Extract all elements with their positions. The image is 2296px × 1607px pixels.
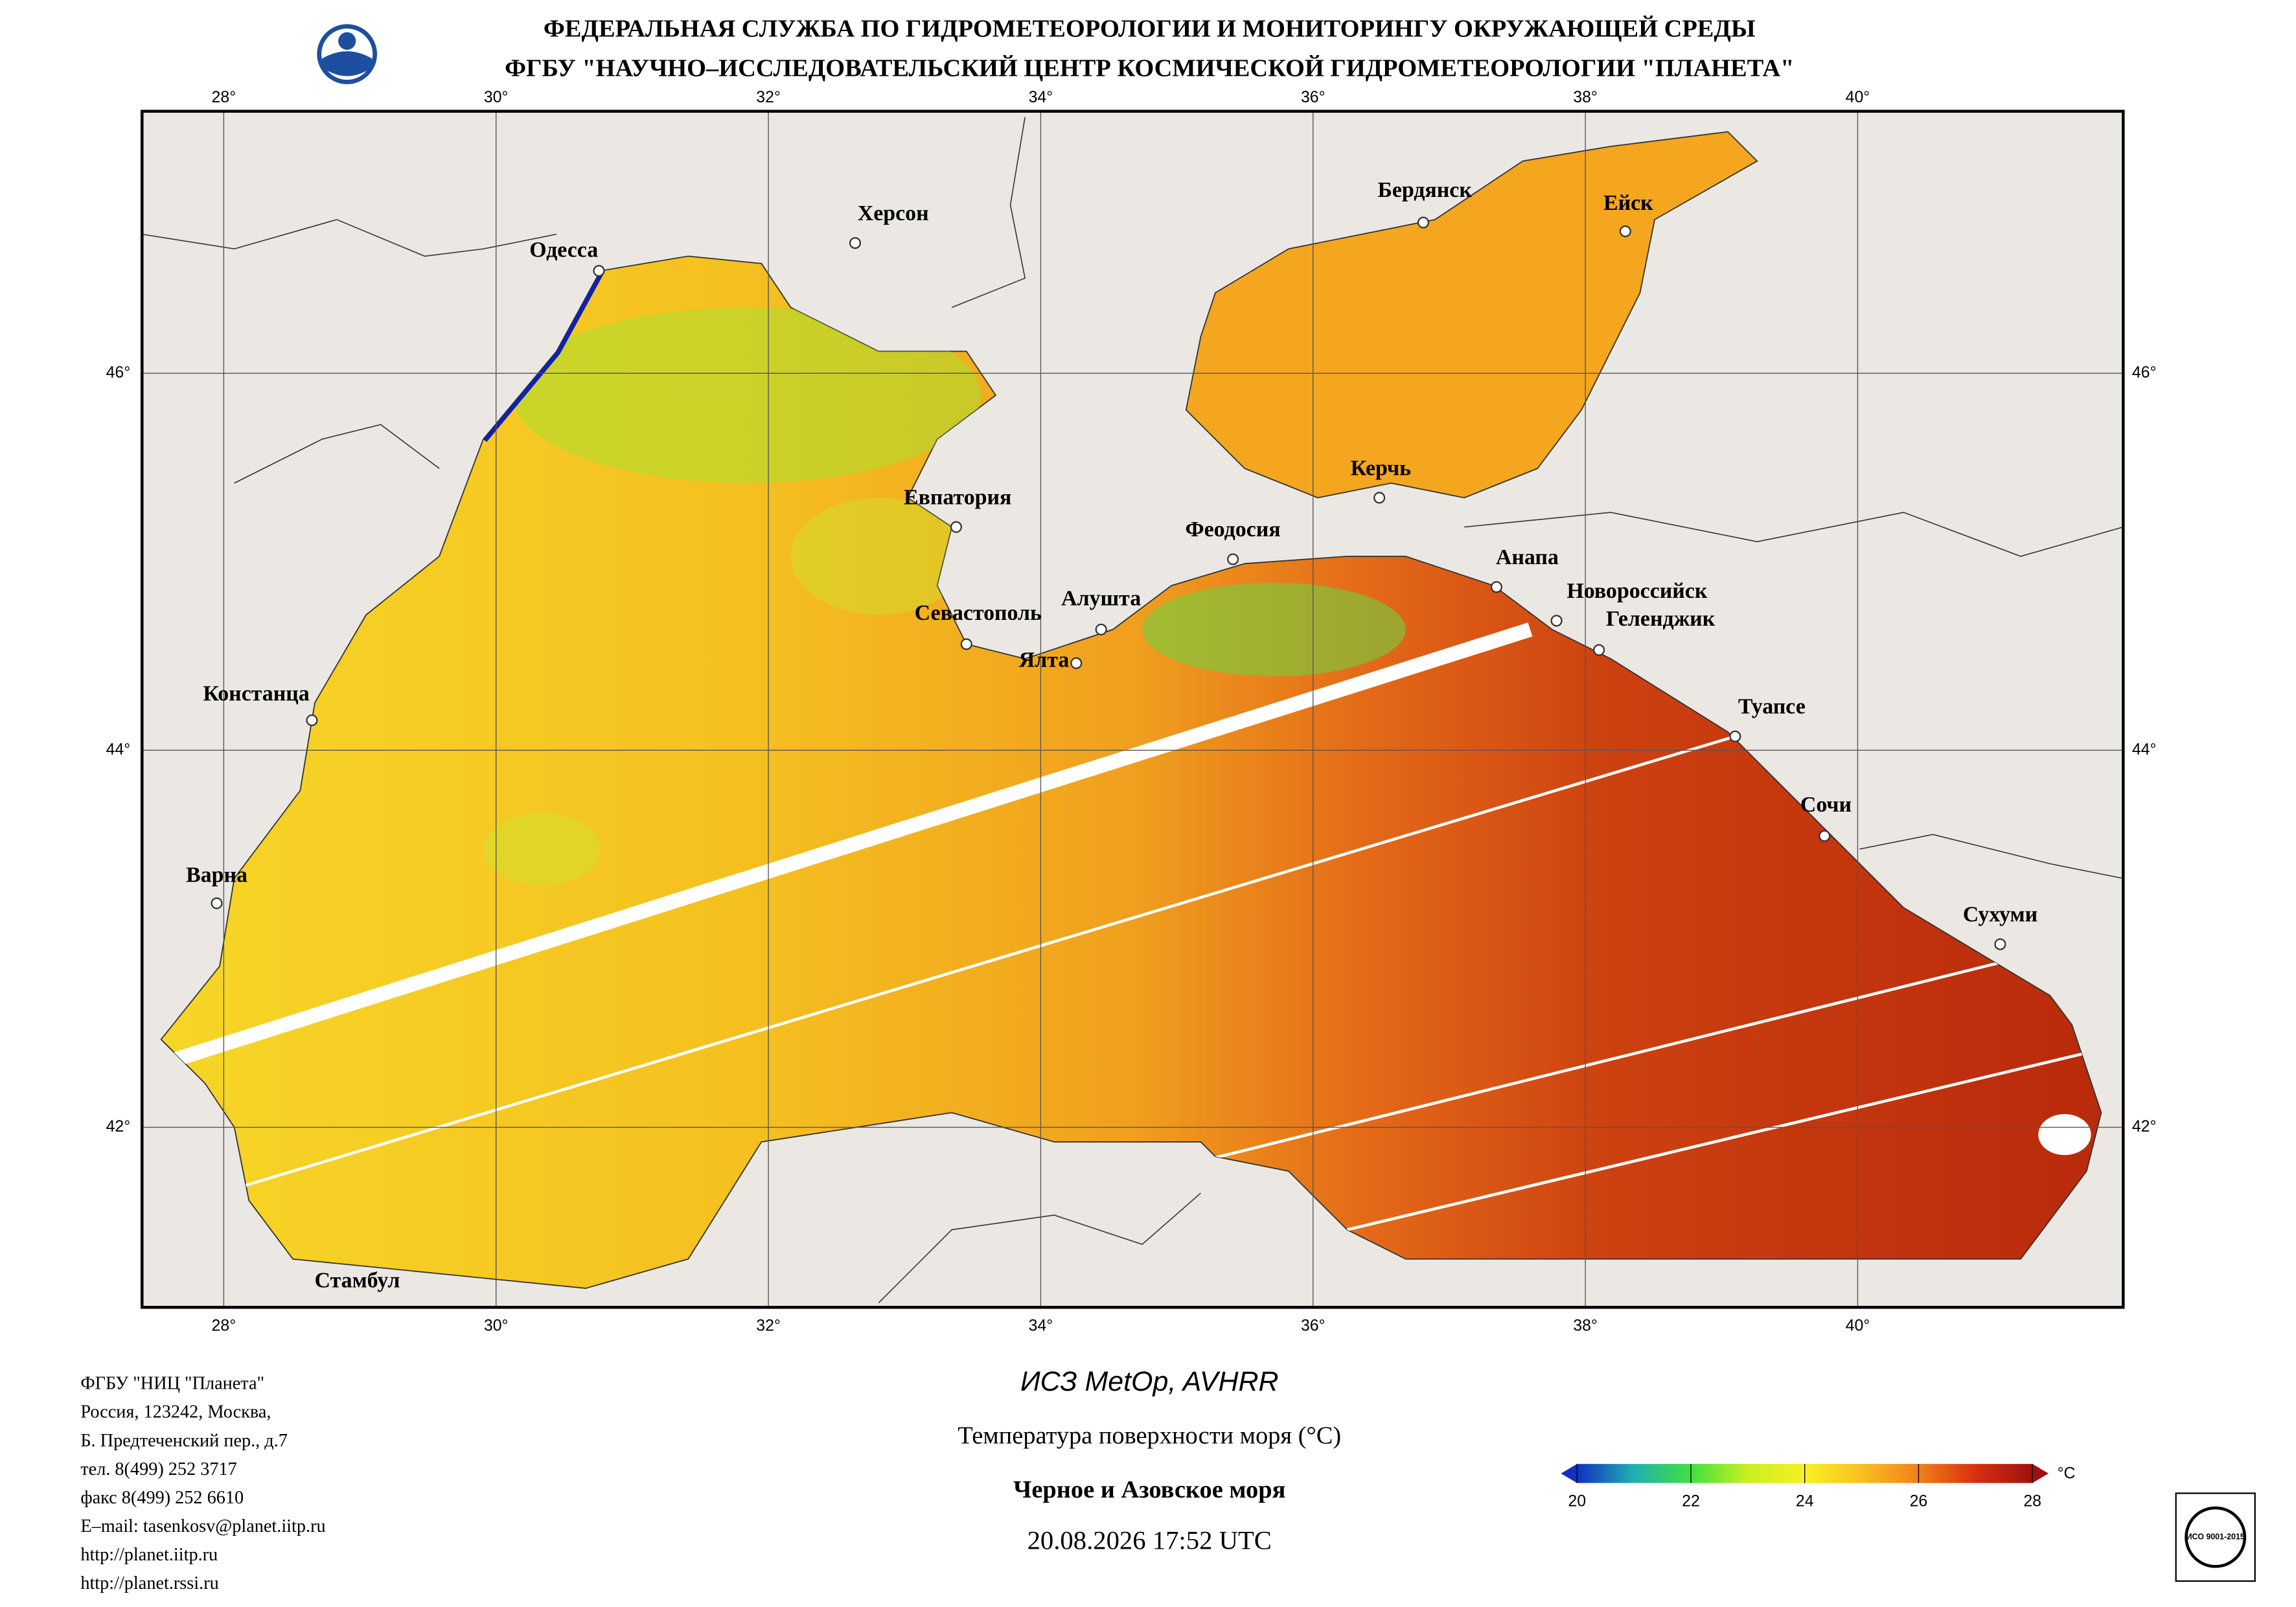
- map-frame: [140, 109, 2125, 1309]
- lat-label-left: 42°: [106, 1117, 131, 1135]
- contact-line: Россия, 123242, Москва,: [80, 1402, 271, 1422]
- city-label: Алушта: [1061, 586, 1141, 610]
- lon-label-bottom: 36°: [1301, 1316, 1326, 1334]
- lon-label-bottom: 38°: [1573, 1316, 1598, 1334]
- lon-label-bottom: 28°: [212, 1316, 236, 1334]
- city-dot: [950, 521, 962, 533]
- city-label: Феодосия: [1186, 518, 1281, 541]
- datetime: 20.08.2026 17:52 UTC: [1027, 1526, 1272, 1555]
- colorbar-tick-label: 22: [1682, 1492, 1700, 1510]
- lon-label-top: 34°: [1029, 88, 1053, 106]
- colorbar-max-arrow: [2032, 1464, 2049, 1483]
- lon-label-bottom: 30°: [484, 1316, 509, 1334]
- city-label: Бердянск: [1377, 178, 1472, 202]
- colorbar-tick-label: 26: [1910, 1492, 1928, 1510]
- contact-line: ФГБУ "НИЦ "Планета": [80, 1374, 264, 1394]
- colorbar-tick-label: 24: [1796, 1492, 1814, 1510]
- colorbar: °C 20 22 24 26 28: [1561, 1464, 2075, 1510]
- lon-label-bottom: 40°: [1846, 1316, 1870, 1334]
- city-dot: [1373, 492, 1386, 504]
- colorbar-min-arrow: [1561, 1464, 1578, 1483]
- lon-label-bottom: 34°: [1029, 1316, 1053, 1334]
- city-label: Сочи: [1800, 793, 1852, 817]
- city-label: Варна: [186, 863, 247, 887]
- contact-line: http://planet.rssi.ru: [80, 1573, 218, 1593]
- city-label: Анапа: [1496, 545, 1559, 569]
- city-label: Керчь: [1351, 456, 1411, 480]
- city-dot: [1417, 216, 1429, 229]
- city-label: Стамбул: [315, 1269, 400, 1293]
- city-dot: [1490, 581, 1502, 593]
- city-dot: [1819, 830, 1831, 842]
- lon-label-top: 40°: [1846, 88, 1870, 106]
- city-label: Геленджик: [1606, 607, 1716, 631]
- city-label: Новороссийск: [1567, 579, 1707, 603]
- city-label: Ялта: [1019, 648, 1070, 672]
- colorbar-tick-label: 20: [1568, 1492, 1586, 1510]
- borders: [142, 117, 2124, 1304]
- contact-line: E–mail: tasenkosv@planet.iitp.ru: [80, 1516, 325, 1536]
- azov-sea: [1185, 131, 1758, 499]
- city-dot: [960, 638, 972, 650]
- lat-label-right: 42°: [2132, 1117, 2157, 1135]
- lon-label-top: 38°: [1573, 88, 1598, 106]
- city-label: Евпатория: [904, 486, 1011, 510]
- header-line2: ФГБУ "НАУЧНО–ИССЛЕДОВАТЕЛЬСКИЙ ЦЕНТР КОС…: [505, 54, 1794, 82]
- iso-logo: ИСО 9001-2015: [2175, 1492, 2256, 1582]
- city-label: Севастополь: [915, 601, 1042, 625]
- contact-line: тел. 8(499) 252 3717: [80, 1459, 236, 1479]
- city-dot: [1593, 644, 1605, 656]
- graticule: [142, 111, 2124, 1308]
- lon-label-top: 30°: [484, 88, 509, 106]
- iso-text: ИСО 9001-2015: [2187, 1532, 2245, 1541]
- city-dot: [306, 714, 318, 727]
- city-label: Ейск: [1603, 191, 1653, 215]
- footer: ИСЗ MetOp, AVHRR Температура поверхности…: [80, 1366, 2256, 1593]
- city-dot: [1729, 730, 1741, 742]
- lon-label-top: 32°: [756, 88, 781, 106]
- city-dot: [1619, 225, 1631, 238]
- lat-label-left: 46°: [106, 363, 131, 382]
- lat-label-right: 46°: [2132, 363, 2157, 382]
- contact-line: http://planet.iitp.ru: [80, 1545, 218, 1565]
- city-dot: [211, 897, 223, 909]
- city-dot: [1070, 657, 1083, 669]
- lat-label-right: 44°: [2132, 740, 2157, 758]
- colorbar-unit: °C: [2058, 1465, 2076, 1483]
- city-dot: [849, 237, 862, 249]
- lon-label-bottom: 32°: [756, 1316, 781, 1334]
- header-line1: ФЕДЕРАЛЬНАЯ СЛУЖБА ПО ГИДРОМЕТЕОРОЛОГИИ …: [544, 15, 1756, 42]
- lon-label-top: 36°: [1301, 88, 1326, 106]
- city-dot: [1227, 553, 1239, 565]
- city-dot: [1550, 615, 1563, 627]
- city-dot: [1994, 938, 2006, 950]
- region: Черное и Азовское моря: [1013, 1476, 1285, 1503]
- city-label: Одесса: [529, 238, 598, 262]
- colorbar-tick-label: 28: [2023, 1492, 2041, 1510]
- city-label: Сухуми: [1963, 903, 2038, 927]
- contact-line: Б. Предтеченский пер., д.7: [80, 1431, 288, 1451]
- contact-line: факс 8(499) 252 6610: [80, 1488, 244, 1508]
- logo: [317, 24, 378, 84]
- city-dot: [1095, 623, 1107, 635]
- satellite: ИСЗ MetOp, AVHRR: [1020, 1366, 1279, 1397]
- city-label: Туапсе: [1738, 695, 1806, 719]
- product: Температура поверхности моря (°C): [958, 1422, 1341, 1449]
- city-label: Констанца: [203, 681, 309, 705]
- cities: Одесса Херсон Бердянск Ейск Евпатория Керчь Фе…: [186, 178, 2038, 1293]
- lat-label-left: 44°: [106, 740, 131, 758]
- city-dot: [593, 265, 605, 277]
- lon-label-top: 28°: [212, 88, 236, 106]
- city-label: Херсон: [858, 201, 929, 225]
